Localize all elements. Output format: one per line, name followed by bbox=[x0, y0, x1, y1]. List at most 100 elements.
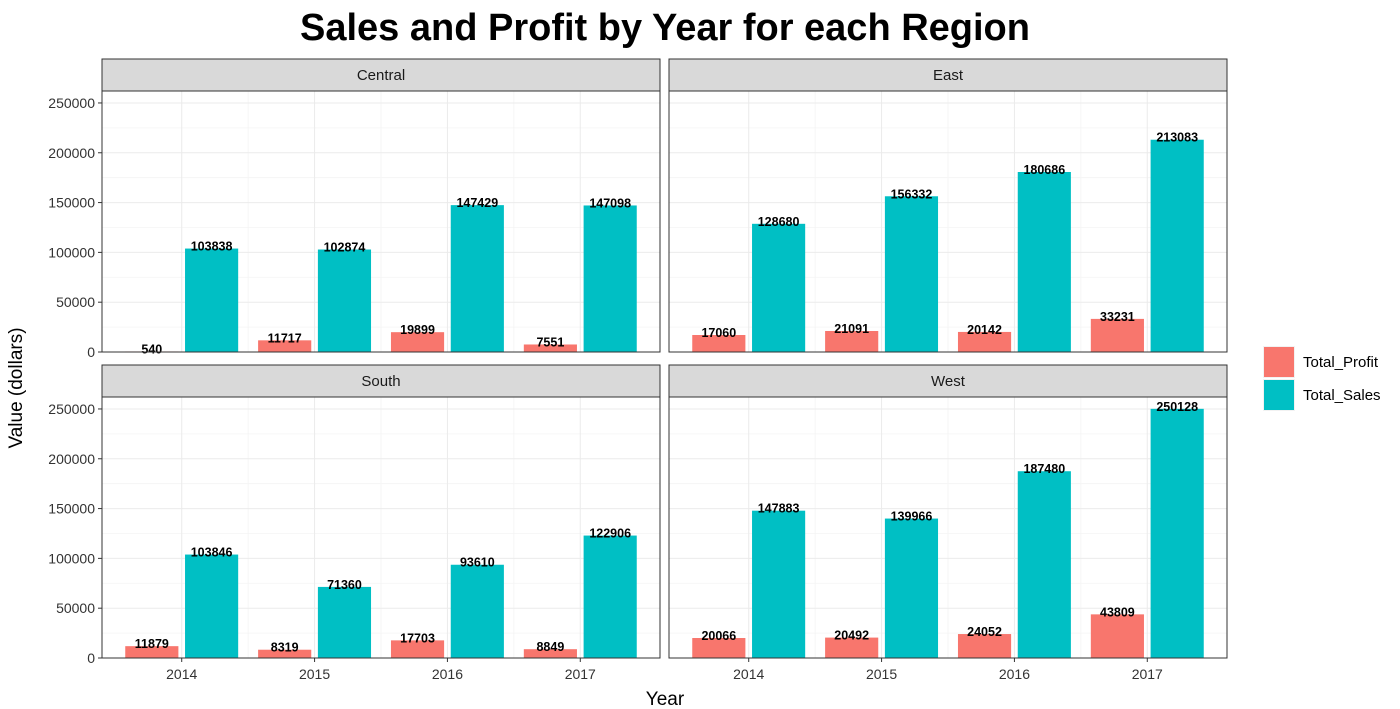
bar-total-sales-2016 bbox=[1017, 471, 1071, 658]
data-label: 93610 bbox=[460, 556, 495, 570]
data-label: 20142 bbox=[967, 323, 1002, 337]
bar-total-profit-2017 bbox=[1090, 614, 1144, 658]
data-label: 17060 bbox=[701, 326, 736, 340]
bar-total-profit-2016 bbox=[957, 634, 1012, 658]
data-label: 7551 bbox=[536, 335, 564, 349]
x-tick-label: 2017 bbox=[1132, 666, 1163, 682]
x-tick-label: 2015 bbox=[299, 666, 330, 682]
bar-total-profit-2016 bbox=[390, 640, 445, 658]
data-label: 11879 bbox=[135, 637, 169, 651]
bar-total-profit-2015 bbox=[825, 330, 879, 352]
y-tick-label: 200000 bbox=[48, 451, 95, 467]
x-tick-label: 2015 bbox=[866, 666, 897, 682]
y-tick-label: 100000 bbox=[48, 244, 95, 260]
panel-border bbox=[668, 396, 1228, 659]
bar-total-profit-2017 bbox=[523, 344, 577, 352]
bar-total-sales-2017 bbox=[1150, 408, 1204, 658]
y-tick-label: 150000 bbox=[48, 195, 95, 211]
facet-strip-label: South bbox=[361, 373, 400, 390]
bar-total-sales-2017 bbox=[583, 205, 637, 352]
data-label: 102874 bbox=[324, 241, 366, 255]
bar-total-sales-2015 bbox=[317, 249, 372, 352]
legend: Total_Profit Total_Sales bbox=[1263, 346, 1381, 411]
y-tick-label: 0 bbox=[87, 650, 95, 666]
data-label: 250128 bbox=[1156, 400, 1198, 414]
panel-border bbox=[101, 396, 661, 659]
data-label: 71360 bbox=[327, 578, 362, 592]
data-label: 540 bbox=[141, 342, 162, 356]
facet-strip-label: East bbox=[933, 67, 964, 84]
facet-south: South 11879 8319 17703 8849 103846 71360 93610 1… bbox=[48, 364, 661, 682]
x-tick-label: 2016 bbox=[432, 666, 463, 682]
y-tick-label: 100000 bbox=[48, 550, 95, 566]
bar-total-sales-2014 bbox=[752, 510, 806, 658]
facet-strip-label: Central bbox=[357, 67, 405, 84]
facet-strip-label: West bbox=[931, 373, 966, 390]
bar-total-sales-2014 bbox=[185, 554, 239, 658]
data-label: 139966 bbox=[891, 510, 933, 524]
data-label: 11717 bbox=[268, 331, 302, 345]
x-tick-label: 2014 bbox=[166, 666, 197, 682]
facet-panels: Central 540 11717 19899 7551 103838 102874 1474… bbox=[48, 58, 1228, 682]
bar-total-sales-2017 bbox=[1150, 139, 1204, 352]
bar-total-sales-2016 bbox=[1017, 172, 1071, 352]
chart-title: Sales and Profit by Year for each Region bbox=[300, 7, 1030, 49]
data-label: 21091 bbox=[834, 322, 869, 336]
legend-label-total-sales: Total_Sales bbox=[1303, 387, 1381, 404]
data-label: 33231 bbox=[1100, 310, 1135, 324]
bar-total-sales-2015 bbox=[884, 518, 939, 658]
bar-total-sales-2016 bbox=[450, 205, 504, 352]
x-tick-label: 2016 bbox=[999, 666, 1030, 682]
data-label: 19899 bbox=[400, 323, 435, 337]
facet-east: East 17060 21091 20142 33231 128680 156332 1806… bbox=[668, 58, 1228, 353]
y-tick-label: 150000 bbox=[48, 501, 95, 517]
bar-total-sales-2016 bbox=[450, 564, 504, 658]
facet-strip bbox=[101, 364, 661, 398]
bar-total-profit-2014 bbox=[692, 335, 746, 352]
data-label: 128680 bbox=[758, 215, 800, 229]
y-tick-label: 200000 bbox=[48, 145, 95, 161]
data-label: 8319 bbox=[271, 641, 299, 655]
data-label: 24052 bbox=[967, 625, 1002, 639]
data-label: 180686 bbox=[1023, 163, 1065, 177]
bar-total-sales-2015 bbox=[317, 586, 372, 658]
legend-swatch-total-profit bbox=[1264, 347, 1294, 377]
facet-west: West 20066 20492 24052 43809 147883 139966 1874… bbox=[668, 364, 1228, 682]
bar-total-sales-2014 bbox=[185, 248, 239, 352]
data-label: 187480 bbox=[1023, 462, 1065, 476]
bar-total-profit-2014 bbox=[125, 646, 179, 658]
bar-total-profit-2015 bbox=[258, 340, 312, 352]
x-tick-label: 2017 bbox=[565, 666, 596, 682]
bar-total-sales-2017 bbox=[583, 535, 637, 658]
bar-total-profit-2015 bbox=[258, 649, 312, 658]
legend-swatch-total-sales bbox=[1264, 380, 1294, 410]
panel-border bbox=[668, 90, 1228, 353]
data-label: 147429 bbox=[456, 196, 498, 210]
bar-total-profit-2015 bbox=[825, 637, 879, 658]
data-label: 147883 bbox=[758, 502, 800, 516]
facet-strip bbox=[668, 58, 1228, 92]
data-label: 156332 bbox=[891, 187, 933, 201]
bar-total-profit-2016 bbox=[390, 332, 445, 352]
data-label: 17703 bbox=[400, 631, 435, 645]
data-label: 103838 bbox=[191, 240, 233, 254]
bar-total-profit-2014 bbox=[692, 638, 746, 658]
bar-total-profit-2017 bbox=[523, 649, 577, 658]
bar-total-sales-2015 bbox=[884, 196, 939, 352]
y-tick-label: 50000 bbox=[56, 294, 95, 310]
y-tick-label: 0 bbox=[87, 344, 95, 360]
bar-total-sales-2014 bbox=[752, 223, 806, 352]
data-label: 8849 bbox=[536, 640, 564, 654]
data-label: 20066 bbox=[701, 629, 736, 643]
y-axis-title: Value (dollars) bbox=[6, 327, 27, 448]
legend-label-total-profit: Total_Profit bbox=[1303, 354, 1379, 371]
y-tick-label: 50000 bbox=[56, 600, 95, 616]
data-label: 213083 bbox=[1156, 131, 1198, 145]
bar-total-profit-2017 bbox=[1090, 318, 1144, 352]
data-label: 43809 bbox=[1100, 605, 1135, 619]
data-label: 103846 bbox=[191, 546, 233, 560]
facet-central: Central 540 11717 19899 7551 103838 102874 1474… bbox=[48, 58, 661, 360]
data-label: 20492 bbox=[834, 629, 869, 643]
y-tick-label: 250000 bbox=[48, 95, 95, 111]
